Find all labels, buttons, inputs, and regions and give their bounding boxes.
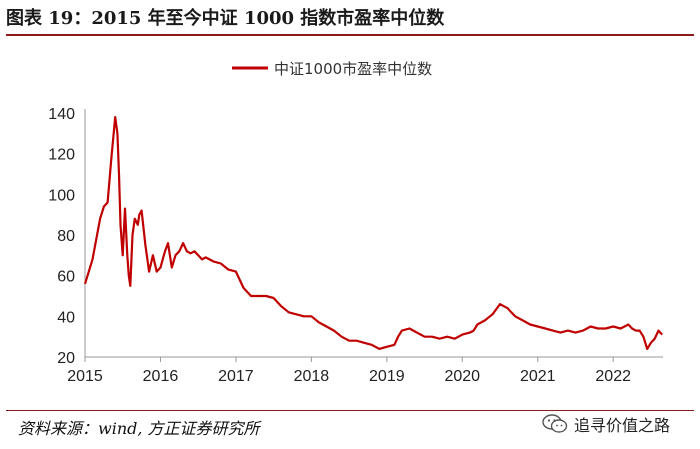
y-tick-label: 80 xyxy=(57,228,75,245)
series-line xyxy=(83,116,664,350)
x-tick-label: 2019 xyxy=(369,368,405,385)
x-tick-label: 2021 xyxy=(520,368,556,385)
legend-label: 中证1000市盈率中位数 xyxy=(274,60,432,78)
wechat-icon xyxy=(542,414,568,433)
y-tick-label: 20 xyxy=(57,350,75,367)
x-tick-label: 2022 xyxy=(595,368,631,385)
figure-title: 图表 19：2015 年至今中证 1000 指数市盈率中位数 xyxy=(6,8,445,29)
x-tick-label: 2016 xyxy=(143,368,179,385)
y-tick-label: 120 xyxy=(48,147,75,164)
y-tick-label: 40 xyxy=(57,309,75,326)
watermark-text: 追寻价值之路 xyxy=(574,416,671,435)
legend: 中证1000市盈率中位数 xyxy=(232,60,432,78)
source-note: 资料来源：wind, 方正证券研究所 xyxy=(18,419,260,438)
x-tick-label: 2018 xyxy=(294,368,330,385)
y-tick-label: 100 xyxy=(48,187,75,204)
title-rule xyxy=(6,34,694,36)
watermark: 追寻价值之路 xyxy=(542,412,670,436)
source-rule xyxy=(6,410,694,411)
plot-area xyxy=(83,116,664,350)
x-tick-label: 2017 xyxy=(218,368,254,385)
y-tick-label: 60 xyxy=(57,269,75,286)
y-tick-label: 140 xyxy=(48,106,75,123)
x-tick-label: 2020 xyxy=(444,368,480,385)
x-axis: 2015 2016 2017 2018 2019 2020 2021 2022 xyxy=(67,356,663,385)
x-tick-label: 2015 xyxy=(67,368,103,385)
y-axis: 20 40 60 80 100 120 140 xyxy=(48,106,86,367)
